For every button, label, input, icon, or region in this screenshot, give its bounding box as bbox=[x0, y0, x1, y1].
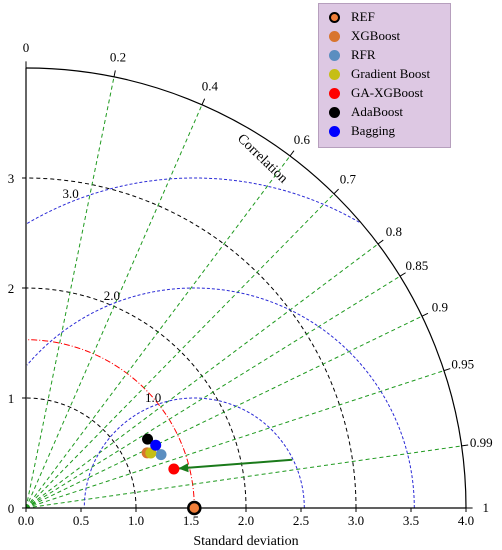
legend-label-rfr: RFR bbox=[351, 47, 376, 62]
legend-label-xgboost: XGBoost bbox=[351, 28, 401, 43]
rmsd-arc bbox=[83, 397, 305, 508]
outer-correlation-arc bbox=[25, 67, 467, 509]
correlation-ray bbox=[25, 155, 291, 509]
rmsd-label: 2.0 bbox=[104, 288, 120, 303]
x-tick-label: 1.0 bbox=[128, 513, 144, 528]
correlation-tick-label: 0.6 bbox=[294, 132, 311, 147]
annotation-arrow bbox=[178, 458, 293, 470]
legend-item-ref: REF bbox=[329, 8, 375, 26]
correlation-tick-label: 0.95 bbox=[451, 356, 474, 371]
correlation-tick bbox=[461, 444, 469, 447]
x-tick-label: 0.5 bbox=[73, 513, 89, 528]
correlation-tick-label: 1 bbox=[483, 500, 490, 515]
correlation-tick bbox=[399, 272, 406, 277]
correlation-tick bbox=[443, 368, 451, 372]
legend-marker-adaboost bbox=[329, 106, 340, 118]
correlation-ray bbox=[25, 275, 401, 509]
rmsd-label: 1.0 bbox=[145, 390, 161, 405]
x-tick-label: 2.0 bbox=[238, 513, 254, 528]
correlation-tick bbox=[421, 312, 429, 317]
correlation-tick bbox=[113, 70, 116, 77]
x-tick-label: 2.5 bbox=[293, 513, 309, 528]
y-tick-label: 3 bbox=[8, 171, 15, 186]
legend-marker-gradient-boost bbox=[329, 68, 340, 80]
correlation-tick bbox=[289, 150, 295, 157]
correlation-tick-label: 0.4 bbox=[202, 79, 219, 94]
legend-item-xgboost: XGBoost bbox=[329, 27, 400, 45]
x-tick-label: 1.5 bbox=[183, 513, 199, 528]
correlation-ray bbox=[25, 370, 445, 509]
legend-item-bagging: Bagging bbox=[329, 122, 395, 140]
point-ga-xgboost bbox=[168, 463, 180, 475]
y-tick-label: 0 bbox=[8, 501, 15, 516]
legend-item-adaboost: AdaBoost bbox=[329, 103, 403, 121]
correlation-ray bbox=[25, 243, 379, 509]
correlation-tick bbox=[201, 98, 206, 105]
point-adaboost bbox=[142, 433, 154, 445]
x-tick-label: 3.0 bbox=[348, 513, 364, 528]
x-axis-label: Standard deviation bbox=[193, 534, 298, 549]
correlation-tick-label: 0.8 bbox=[386, 224, 402, 239]
legend-label-bagging: Bagging bbox=[351, 123, 396, 138]
correlation-ray bbox=[25, 193, 335, 509]
grid-layer bbox=[22, 61, 473, 512]
y-tick-label: 2 bbox=[8, 281, 15, 296]
correlation-tick bbox=[377, 239, 384, 245]
x-tick-label: 4.0 bbox=[458, 513, 474, 528]
x-tick-label: 0.0 bbox=[18, 513, 34, 528]
correlation-axis-label: Correlation bbox=[234, 131, 290, 186]
legend-label-ref: REF bbox=[351, 9, 375, 24]
correlation-ray bbox=[25, 104, 203, 509]
x-tick-label: 3.5 bbox=[403, 513, 419, 528]
correlation-tick bbox=[333, 188, 339, 195]
legend-marker-bagging bbox=[329, 125, 340, 137]
correlation-tick-label: 0.9 bbox=[432, 300, 448, 315]
legend-label-ga-xgboost: GA-XGBoost bbox=[351, 85, 424, 100]
correlation-ray bbox=[25, 315, 423, 509]
legend-marker-ref bbox=[329, 11, 340, 23]
legend-label-gradient-boost: Gradient Boost bbox=[351, 66, 431, 81]
correlation-tick-label: 0.85 bbox=[405, 258, 428, 273]
reference-std-arc bbox=[25, 339, 195, 509]
y-tick-label: 1 bbox=[8, 391, 15, 406]
legend-marker-rfr bbox=[329, 49, 340, 61]
std-grid-arc bbox=[25, 177, 357, 509]
legend-marker-xgboost bbox=[329, 30, 340, 42]
correlation-ray bbox=[25, 445, 462, 509]
annotation-arrowhead bbox=[178, 463, 189, 473]
legend: REF XGBoost RFR Gradient Boost GA-XGBoos… bbox=[318, 3, 451, 148]
marks-layer bbox=[141, 433, 293, 516]
legend-item-gradient-boost: Gradient Boost bbox=[329, 65, 430, 83]
rmsd-arc bbox=[26, 177, 360, 225]
legend-item-ga-xgboost: GA-XGBoost bbox=[329, 84, 423, 102]
correlation-ray bbox=[25, 76, 115, 509]
legend-label-adaboost: AdaBoost bbox=[351, 104, 403, 119]
correlation-tick-label: 0.99 bbox=[470, 435, 493, 450]
point-ref bbox=[187, 500, 202, 516]
std-grid-arc bbox=[25, 397, 137, 509]
point-bagging bbox=[150, 439, 162, 451]
rmsd-label: 3.0 bbox=[63, 186, 79, 201]
correlation-tick-label: 0.2 bbox=[110, 49, 126, 64]
legend-item-rfr: RFR bbox=[329, 46, 376, 64]
correlation-tick-label: 0.7 bbox=[340, 172, 357, 187]
std-grid-arc bbox=[25, 287, 247, 509]
point-rfr bbox=[155, 449, 167, 461]
correlation-tick-label: 0 bbox=[23, 40, 30, 55]
rmsd-arc bbox=[26, 287, 415, 509]
legend-marker-ga-xgboost bbox=[329, 87, 340, 99]
